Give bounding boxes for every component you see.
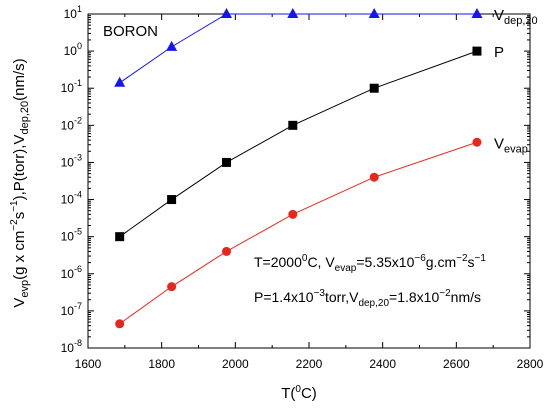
y-tick-label: 10-4 bbox=[61, 190, 82, 207]
data-point-triangle bbox=[220, 8, 232, 18]
series-label: P bbox=[494, 44, 504, 61]
x-tick-label: 1800 bbox=[148, 357, 175, 371]
x-tick-label: 2000 bbox=[222, 357, 249, 371]
series-label: Vevap bbox=[494, 135, 528, 155]
series-line bbox=[119, 141, 478, 325]
data-point-circle bbox=[288, 209, 298, 219]
series-layer: Vdep,20 P Vevap bbox=[114, 7, 538, 329]
data-point-square bbox=[167, 195, 177, 205]
x-tick-label: 1600 bbox=[75, 357, 102, 371]
series-line bbox=[119, 50, 478, 238]
data-point-square bbox=[221, 157, 231, 167]
data-point-square bbox=[288, 120, 298, 130]
series-label: Vdep,20 bbox=[494, 7, 538, 27]
series-line bbox=[119, 13, 477, 84]
y-axis: 10-8 10-7 10-6 10-5 10-4 10-3 10-2 10-1 100 101 bbox=[61, 4, 530, 355]
y-tick-label: 10-2 bbox=[61, 115, 82, 132]
y-tick-label: 101 bbox=[64, 4, 82, 21]
data-point-triangle bbox=[368, 8, 380, 18]
annotation-pressure-dep-rate: P=1.4x10−3torr,Vdep,20=1.8x10−2nm/s bbox=[254, 288, 481, 309]
data-point-triangle bbox=[114, 76, 126, 87]
annotation-temperature-evap-rate: T=20000C, Vevap=5.35x10−6g.cm−2s−1 bbox=[254, 253, 486, 274]
x-tick-label: 2400 bbox=[369, 357, 396, 371]
data-point-circle bbox=[221, 246, 231, 256]
data-point-circle bbox=[472, 137, 482, 147]
data-point-circle bbox=[369, 172, 379, 182]
chart-title: BORON bbox=[103, 23, 158, 40]
data-point-square bbox=[472, 46, 482, 56]
data-point-circle bbox=[167, 282, 177, 292]
y-tick-label: 10-5 bbox=[61, 227, 82, 244]
series-V_evap: Vevap bbox=[115, 135, 528, 329]
series-V_dep,20: Vdep,20 bbox=[114, 7, 538, 87]
x-axis-title: T(0C) bbox=[281, 384, 317, 402]
data-point-triangle bbox=[471, 8, 483, 18]
x-axis: 1600 1800 2000 2200 2400 2600 2800 bbox=[75, 14, 544, 371]
y-tick-label: 10-6 bbox=[61, 264, 82, 281]
y-tick-label: 100 bbox=[64, 41, 82, 58]
data-point-triangle bbox=[166, 40, 178, 51]
y-tick-label: 10-1 bbox=[61, 78, 82, 95]
series-P: P bbox=[115, 44, 504, 242]
data-point-square bbox=[369, 83, 379, 93]
data-point-square bbox=[115, 232, 125, 242]
data-point-circle bbox=[115, 319, 125, 329]
y-tick-label: 10-8 bbox=[61, 338, 82, 355]
data-point-triangle bbox=[287, 8, 299, 18]
y-axis-title: Vevp(g x cm−2s−1),P(torr),Vdep,20(nm/s) bbox=[9, 58, 31, 307]
x-tick-label: 2200 bbox=[296, 357, 323, 371]
x-tick-label: 2600 bbox=[443, 357, 470, 371]
y-tick-label: 10-3 bbox=[61, 152, 82, 169]
y-tick-label: 10-7 bbox=[61, 301, 82, 318]
x-tick-label: 2800 bbox=[517, 357, 544, 371]
